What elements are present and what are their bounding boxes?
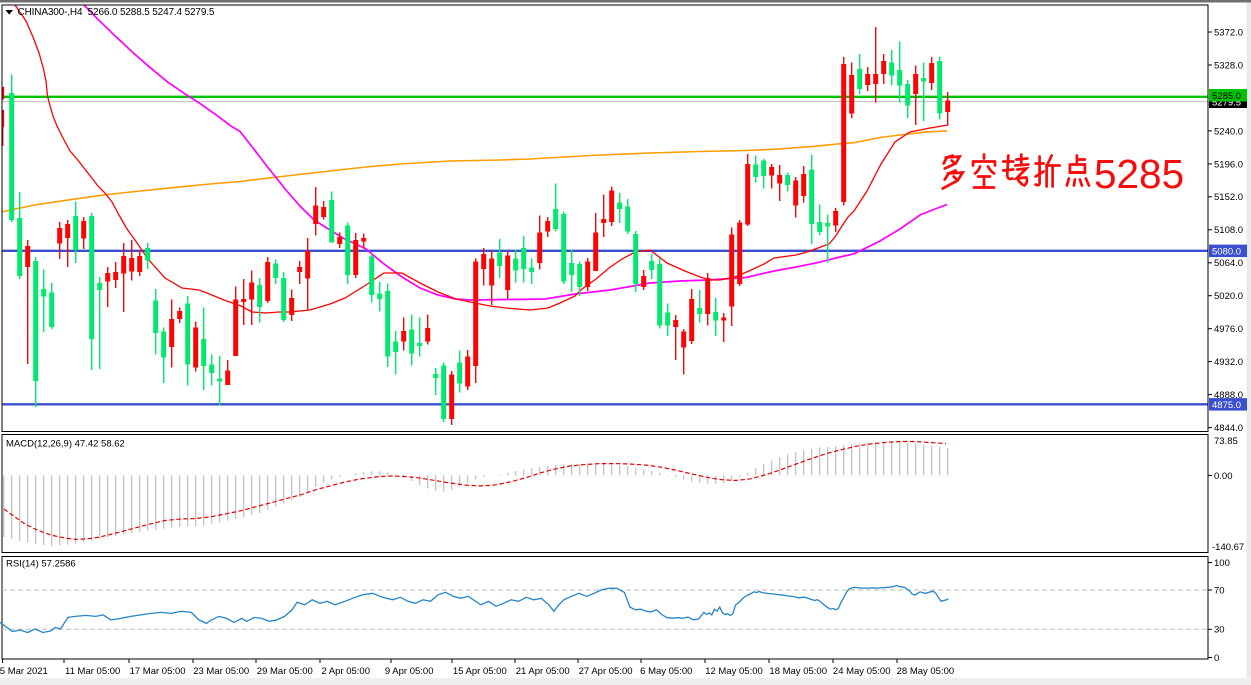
svg-text:5020.0: 5020.0 [1214,291,1243,302]
svg-text:5240.0: 5240.0 [1214,126,1243,137]
svg-text:100: 100 [1214,558,1230,569]
svg-text:24 May 05:00: 24 May 05:00 [833,666,891,677]
svg-text:11 Mar 05:00: 11 Mar 05:00 [65,666,120,677]
svg-text:5108.0: 5108.0 [1214,225,1243,236]
svg-text:0.00: 0.00 [1214,471,1233,482]
svg-text:17 Mar 05:00: 17 Mar 05:00 [130,666,186,677]
svg-text:18 May 05:00: 18 May 05:00 [769,666,827,677]
svg-text:73.85: 73.85 [1214,436,1238,447]
svg-text:29 Mar 05:00: 29 Mar 05:00 [257,666,313,677]
svg-text:5285.0: 5285.0 [1212,91,1241,102]
svg-text:2 Apr 05:00: 2 Apr 05:00 [321,666,370,677]
svg-text:5064.0: 5064.0 [1214,258,1243,269]
svg-text:15 Apr 05:00: 15 Apr 05:00 [453,666,507,677]
svg-text:5279.5: 5279.5 [1212,97,1241,108]
svg-text:70: 70 [1214,585,1225,596]
svg-text:5080.0: 5080.0 [1212,246,1241,257]
svg-text:28 May 05:00: 28 May 05:00 [897,666,955,677]
svg-text:CHINA300-,H4 5266.0 5288.5 52: CHINA300-,H4 5266.0 5288.5 5247.4 5279.5 [18,7,215,18]
svg-text:4888.0: 4888.0 [1214,390,1243,401]
svg-text:5372.0: 5372.0 [1214,27,1243,38]
svg-text:5285: 5285 [1094,151,1184,197]
svg-text:MACD(12,26,9) 47.42 58.62: MACD(12,26,9) 47.42 58.62 [6,438,125,449]
svg-text:5328.0: 5328.0 [1214,60,1243,71]
svg-text:9 Apr 05:00: 9 Apr 05:00 [385,666,434,677]
svg-text:6 May 05:00: 6 May 05:00 [640,666,692,677]
svg-text:27 Apr 05:00: 27 Apr 05:00 [579,666,633,677]
svg-text:RSI(14) 57.2586: RSI(14) 57.2586 [6,559,76,570]
svg-text:5152.0: 5152.0 [1214,192,1243,203]
svg-text:30: 30 [1214,625,1225,636]
svg-text:21 Apr 05:00: 21 Apr 05:00 [516,666,570,677]
svg-text:4932.0: 4932.0 [1214,357,1243,368]
svg-text:4976.0: 4976.0 [1214,324,1243,335]
svg-text:4875.0: 4875.0 [1212,400,1241,411]
svg-text:-140.67: -140.67 [1212,542,1244,553]
svg-text:5196.0: 5196.0 [1214,159,1243,170]
svg-text:4844.0: 4844.0 [1214,423,1243,434]
svg-text:23 Mar 05:00: 23 Mar 05:00 [193,666,249,677]
svg-text:5 Mar 2021: 5 Mar 2021 [0,666,48,677]
svg-text:0: 0 [1214,653,1219,664]
svg-text:12 May 05:00: 12 May 05:00 [705,666,763,677]
